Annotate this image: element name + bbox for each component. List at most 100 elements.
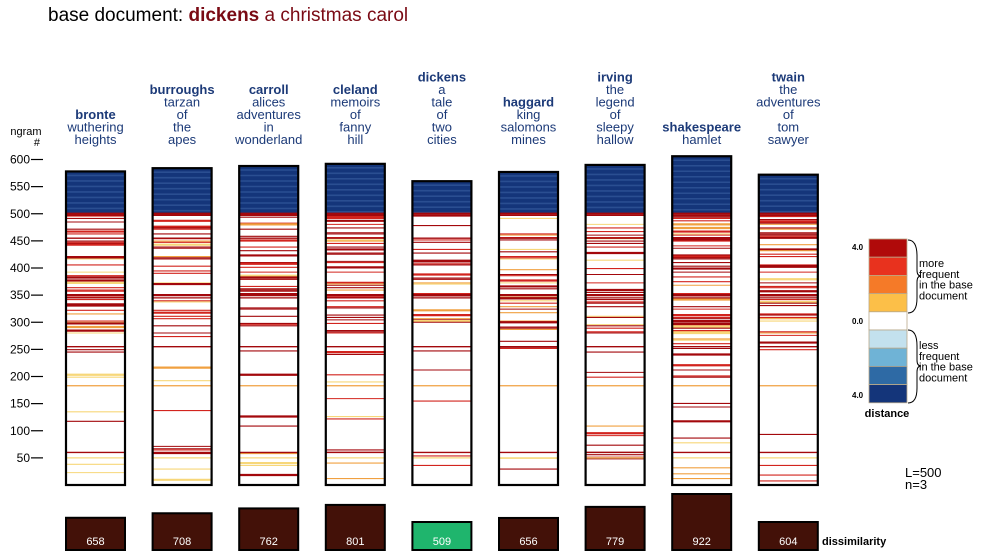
column-frame bbox=[151, 167, 213, 487]
column-author-label: shakespeare bbox=[662, 120, 741, 135]
column-navy-block bbox=[585, 164, 645, 214]
dissimilarity-bar bbox=[65, 516, 126, 552]
page-title: base document: dickens a christmas carol bbox=[48, 5, 408, 27]
column-title-label: of bbox=[350, 107, 361, 122]
column-frame bbox=[497, 170, 560, 487]
legend-swatch bbox=[868, 384, 908, 404]
column-title-label: of bbox=[783, 107, 794, 122]
column-frame bbox=[671, 155, 733, 487]
column-title-label: king bbox=[517, 107, 541, 122]
y-tick-label: 300 bbox=[10, 315, 30, 329]
legend-mid-value: 0.0 bbox=[852, 317, 864, 326]
column-author-label: carroll bbox=[249, 82, 289, 97]
column-navy-block bbox=[152, 168, 212, 214]
legend-swatch bbox=[868, 293, 908, 313]
legend-less-label: document bbox=[919, 372, 967, 384]
column-navy-block bbox=[758, 174, 818, 214]
dissimilarity-bar bbox=[238, 507, 300, 552]
dissimilarity-bar bbox=[151, 512, 213, 552]
legend-less-label: less bbox=[919, 340, 939, 352]
column-title-label: cities bbox=[427, 132, 457, 147]
column-author-label: irving bbox=[597, 70, 632, 85]
column-title-label: hallow bbox=[597, 132, 634, 147]
legend-more-label: in the base bbox=[919, 280, 973, 292]
column-frame bbox=[64, 170, 127, 487]
column-background bbox=[66, 171, 125, 485]
author-column bbox=[238, 164, 300, 552]
column-title-label: sleepy bbox=[596, 120, 634, 135]
dissimilarity-bar bbox=[584, 505, 646, 552]
column-title-label: tale bbox=[431, 95, 452, 110]
y-tick-label: 450 bbox=[10, 234, 30, 248]
dissimilarity-bar bbox=[757, 521, 819, 551]
column-title-label: a bbox=[438, 82, 446, 97]
legend-swatch bbox=[868, 238, 908, 258]
dissimilarity-value: 658 bbox=[86, 536, 104, 548]
legend-less-label: frequent bbox=[919, 351, 959, 363]
y-axis-label: ngram bbox=[10, 126, 41, 138]
dissimilarity-bar bbox=[498, 516, 559, 551]
dissimilarity-value: 604 bbox=[779, 536, 797, 548]
column-title-label: adventures bbox=[756, 95, 821, 110]
column-title-label: legend bbox=[596, 95, 635, 110]
y-tick-label: 150 bbox=[10, 397, 30, 411]
dissimilarity-bar bbox=[671, 493, 733, 551]
column-navy-block bbox=[325, 163, 385, 214]
column-author-label: dickens bbox=[418, 70, 466, 85]
column-frame bbox=[411, 180, 473, 487]
dissimilarity-value: 656 bbox=[519, 536, 537, 548]
y-tick-label: 400 bbox=[10, 261, 30, 275]
legend-swatch bbox=[868, 311, 908, 331]
legend-less-label: in the base bbox=[919, 362, 973, 374]
column-title-label: wuthering bbox=[66, 120, 123, 135]
legend-brace-more bbox=[907, 239, 922, 314]
column-author-label: burroughs bbox=[150, 82, 215, 97]
column-title-label: of bbox=[610, 107, 621, 122]
y-tick-label: 350 bbox=[10, 288, 30, 302]
title-author: dickens bbox=[188, 5, 260, 26]
dissimilarity-value: 509 bbox=[433, 536, 451, 548]
param-n: n=3 bbox=[905, 477, 927, 492]
column-title-label: in bbox=[264, 120, 274, 135]
column-title-label: heights bbox=[75, 132, 117, 147]
column-frame bbox=[584, 163, 646, 487]
dissimilarity-value: 708 bbox=[173, 536, 191, 548]
column-title-label: fanny bbox=[339, 120, 371, 135]
author-column bbox=[151, 167, 213, 552]
column-title-label: the bbox=[173, 120, 191, 135]
legend-more-label: more bbox=[919, 258, 944, 270]
column-title-label: the bbox=[606, 82, 624, 97]
legend-swatch bbox=[868, 347, 908, 367]
column-navy-block bbox=[239, 166, 299, 214]
column-navy-block bbox=[672, 156, 732, 214]
column-title-label: sawyer bbox=[768, 132, 810, 147]
title-work: a christmas carol bbox=[264, 5, 409, 26]
column-author-label: twain bbox=[772, 70, 805, 85]
dissimilarity-value: 762 bbox=[260, 536, 278, 548]
legend-swatch bbox=[868, 274, 908, 294]
y-tick-label: 50 bbox=[17, 451, 31, 465]
legend-swatch bbox=[868, 365, 908, 385]
legend-bottom-value: 4.0 bbox=[852, 391, 864, 400]
legend-top-value: 4.0 bbox=[852, 243, 864, 252]
column-frame bbox=[757, 173, 819, 487]
legend-brace-less bbox=[907, 329, 922, 404]
legend-more-label: document bbox=[919, 290, 967, 302]
column-frame bbox=[324, 162, 386, 487]
column-title-label: of bbox=[436, 107, 447, 122]
column-title-label: hill bbox=[347, 132, 363, 147]
y-tick-label: 250 bbox=[10, 342, 30, 356]
column-title-label: mines bbox=[511, 132, 546, 147]
legend-more-label: frequent bbox=[919, 269, 959, 281]
column-title-label: tom bbox=[777, 120, 799, 135]
author-column bbox=[671, 155, 733, 551]
author-column bbox=[64, 170, 127, 552]
dissimilarity-bar bbox=[411, 521, 473, 551]
column-author-label: bronte bbox=[75, 107, 115, 122]
y-tick-label: 500 bbox=[10, 207, 30, 221]
column-navy-block bbox=[412, 181, 472, 214]
legend-caption: distance bbox=[865, 408, 910, 420]
column-title-label: apes bbox=[168, 132, 197, 147]
